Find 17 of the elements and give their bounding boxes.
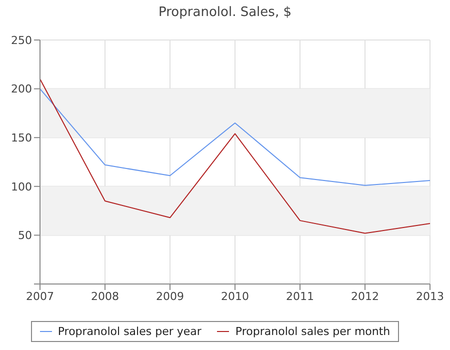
- x-tick-label: 2013: [416, 290, 444, 303]
- legend-label: Propranolol sales per year: [58, 325, 202, 338]
- legend-label: Propranolol sales per month: [235, 325, 390, 338]
- y-tick-label: 50: [18, 229, 32, 242]
- x-tick-label: 2012: [351, 290, 379, 303]
- x-tick-label: 2010: [221, 290, 249, 303]
- x-tick-label: 2007: [26, 290, 54, 303]
- y-tick-label: 200: [11, 82, 32, 96]
- line-series: [40, 78, 430, 234]
- x-tick-label: 2008: [91, 290, 119, 303]
- x-tick-label: 2011: [286, 290, 314, 303]
- y-tick-label: 250: [11, 34, 32, 47]
- line-series: [40, 88, 430, 186]
- chart-title: Propranolol. Sales, $: [158, 5, 292, 22]
- y-tick-label: 150: [11, 132, 32, 145]
- x-tick-label: 2009: [156, 290, 184, 303]
- y-tick-label: 100: [11, 180, 32, 194]
